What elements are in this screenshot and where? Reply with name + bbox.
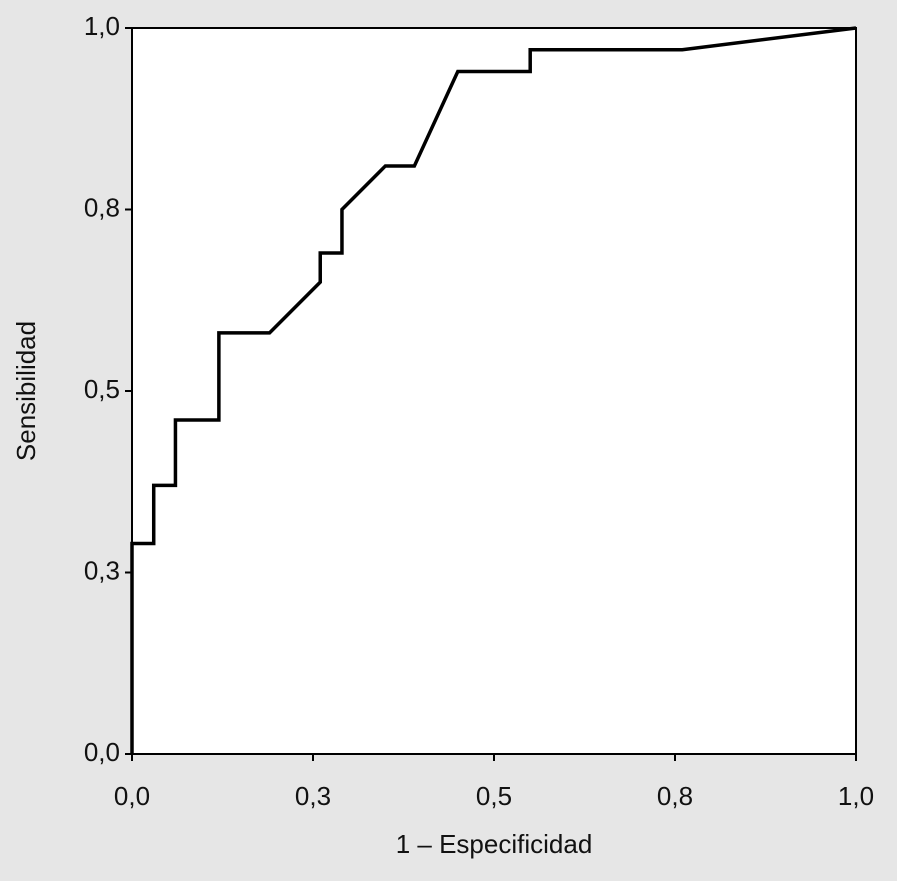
y-tick-label: 1,0 (84, 11, 120, 41)
x-tick-label: 0,3 (295, 781, 331, 811)
x-tick-label: 0,8 (657, 781, 693, 811)
x-tick-label: 0,0 (114, 781, 150, 811)
y-tick-label: 0,0 (84, 737, 120, 767)
plot-area (131, 27, 857, 755)
x-tick-label: 1,0 (838, 781, 874, 811)
y-axis-label: Sensibilidad (11, 321, 41, 461)
y-tick-label: 0,5 (84, 374, 120, 404)
roc-curve (130, 26, 857, 754)
y-tick-label: 0,3 (84, 555, 120, 585)
x-tick-label: 0,5 (476, 781, 512, 811)
x-axis-label: 1 – Especificidad (396, 829, 593, 859)
y-tick-label: 0,8 (84, 192, 120, 222)
